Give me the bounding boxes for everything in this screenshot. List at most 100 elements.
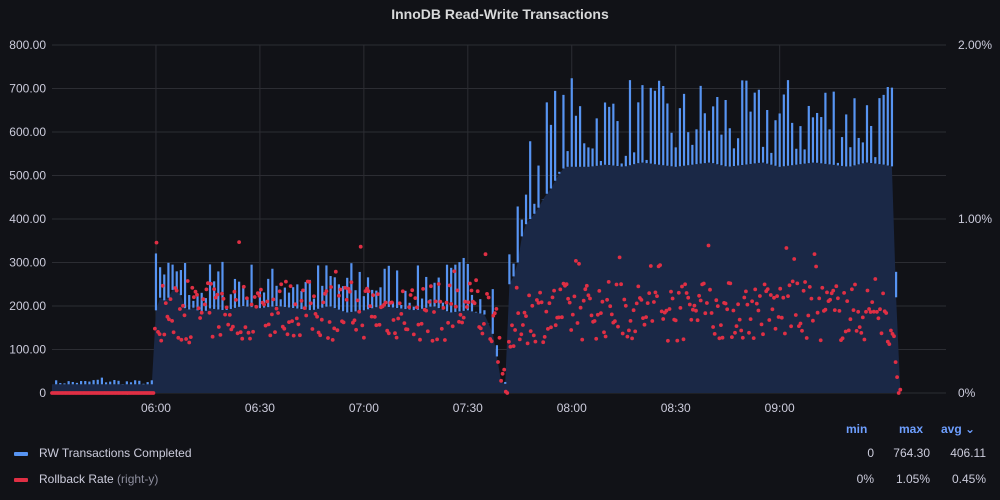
rollback-rate-point <box>372 315 377 319</box>
rollback-rate-point <box>499 378 503 383</box>
rollback-rate-point <box>692 303 697 308</box>
legend-series-name[interactable]: RW Transactions Completed <box>39 446 192 460</box>
rollback-rate-point <box>427 300 432 304</box>
rollback-rate-point <box>415 305 419 310</box>
rollback-rate-point <box>458 312 463 317</box>
rollback-rate-point <box>848 317 853 322</box>
rollback-rate-point <box>151 391 156 395</box>
rollback-rate-point <box>182 313 187 318</box>
rollback-rate-point <box>754 301 759 306</box>
rollback-rate-point <box>268 333 273 338</box>
rollback-rate-point <box>786 294 790 298</box>
rollback-rate-point <box>304 313 309 318</box>
rollback-rate-point <box>857 325 862 329</box>
rollback-rate-point <box>599 311 603 315</box>
rollback-rate-point <box>856 309 861 314</box>
rollback-rate-point <box>396 316 401 321</box>
rollback-rate-point <box>686 295 691 300</box>
y-tick-label: 700.00 <box>9 82 46 96</box>
rollback-rate-point <box>522 310 527 315</box>
rollback-rate-point <box>424 308 429 313</box>
rollback-rate-point <box>581 298 586 303</box>
rollback-rate-point <box>439 326 444 331</box>
rollback-rate-point <box>405 327 410 332</box>
legend-item-rw-transactions[interactable]: RW Transactions Completed 0 764.30 406.1… <box>0 444 1000 464</box>
rollback-rate-point <box>678 306 683 310</box>
rollback-rate-point <box>513 328 517 332</box>
rollback-rate-point <box>691 307 695 312</box>
rollback-rate-point <box>756 308 761 313</box>
rollback-rate-point <box>798 321 803 326</box>
rollback-rate-point <box>870 300 875 304</box>
rollback-rate-point <box>472 301 477 306</box>
rollback-rate-point <box>828 297 832 302</box>
rollback-rate-point <box>521 323 525 327</box>
rollback-rate-point <box>873 277 878 281</box>
rollback-rate-point <box>227 313 232 317</box>
rollback-rate-point <box>288 284 293 288</box>
rollback-rate-point <box>402 321 407 325</box>
rollback-rate-point <box>630 336 634 341</box>
rollback-rate-point <box>658 263 662 267</box>
rollback-rate-point <box>218 333 223 337</box>
rollback-rate-point <box>881 291 885 296</box>
rollback-rate-point <box>464 305 469 309</box>
rollback-rate-point <box>767 318 772 322</box>
rollback-rate-point <box>689 317 694 322</box>
rollback-rate-point <box>758 294 762 298</box>
rollback-rate-point <box>669 289 673 294</box>
legend-item-rollback-rate[interactable]: Rollback Rate (right-y) 0% 1.05% 0.45% <box>0 470 1000 490</box>
rollback-rate-point <box>187 340 192 345</box>
rollback-rate-point <box>542 335 547 339</box>
rollback-rate-point <box>867 307 871 311</box>
rollback-rate-point <box>213 295 218 300</box>
rollback-rate-point <box>419 321 424 326</box>
rollback-rate-point <box>728 281 733 286</box>
y2-tick-label: 1.00% <box>958 212 992 226</box>
rollback-rate-point <box>770 307 775 312</box>
rollback-rate-point <box>553 323 558 328</box>
rollback-rate-point <box>279 282 284 287</box>
rollback-rate-point <box>193 289 198 294</box>
x-tick-label: 06:00 <box>141 401 171 415</box>
rollback-rate-point <box>179 337 184 342</box>
legend-series-name[interactable]: Rollback Rate (right-y) <box>39 472 159 486</box>
rollback-rate-point <box>751 336 756 340</box>
legend-header-avg[interactable]: avg ⌄ <box>941 422 976 436</box>
legend: min max avg ⌄ RW Transactions Completed … <box>0 418 1000 500</box>
legend-header-max[interactable]: max <box>899 422 924 436</box>
rollback-rate-point <box>332 326 337 331</box>
rollback-rate-point <box>198 316 203 320</box>
rollback-rate-point <box>631 308 636 313</box>
rollback-rate-point <box>836 296 840 301</box>
rollback-rate-point <box>266 322 271 327</box>
y-tick-label: 0 <box>39 386 46 400</box>
rollback-rate-point <box>644 315 648 319</box>
rollback-rate-point <box>438 299 443 304</box>
rollback-rate-point <box>357 309 362 314</box>
rollback-rate-point <box>623 303 628 308</box>
rollback-rate-point <box>273 330 277 334</box>
rollback-rate-point <box>790 279 795 284</box>
rollback-rate-point <box>684 291 689 295</box>
rollback-rate-point <box>355 298 360 303</box>
rollback-rate-point <box>831 288 836 293</box>
rollback-rate-point <box>199 310 204 315</box>
rollback-rate-point <box>772 295 776 300</box>
legend-avg-value: 406.11 <box>950 446 986 460</box>
rollback-rate-point <box>853 282 857 287</box>
rollback-rate-point <box>215 292 220 297</box>
rollback-rate-point <box>282 326 287 331</box>
rollback-rate-point <box>617 255 622 260</box>
rollback-rate-point <box>734 324 739 328</box>
rollback-rate-point <box>705 301 709 305</box>
rw-transactions-area <box>52 162 901 393</box>
rollback-rate-point <box>461 315 466 320</box>
rollback-rate-point <box>371 293 376 297</box>
rollback-rate-point <box>366 289 371 294</box>
legend-header-min[interactable]: min <box>846 422 868 436</box>
rollback-rate-point <box>823 307 828 312</box>
rollback-rate-point <box>733 330 737 335</box>
rollback-rate-point <box>783 331 787 336</box>
rollback-rate-point <box>270 312 274 317</box>
